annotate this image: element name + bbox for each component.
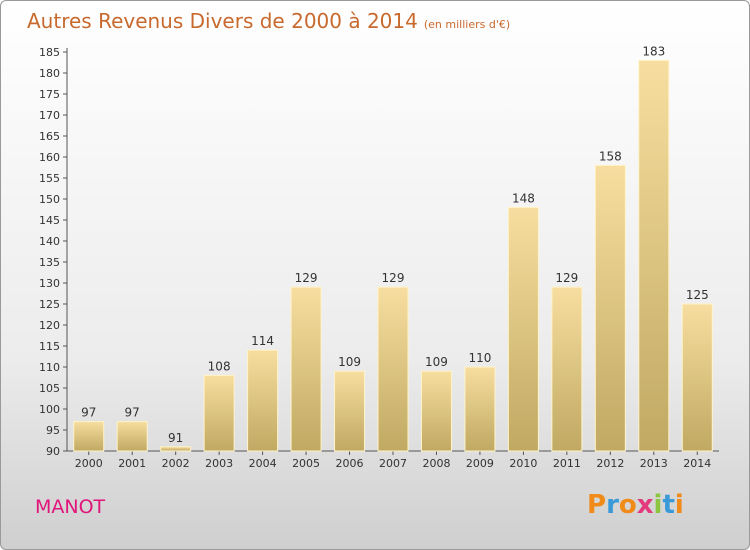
value-label: 110: [468, 351, 491, 365]
x-tick-label: 2002: [162, 457, 190, 470]
y-tick-label: 100: [39, 403, 60, 416]
x-tick-label: 2009: [466, 457, 494, 470]
logo-letter: i: [653, 490, 663, 520]
value-label: 129: [555, 271, 578, 285]
x-tick-label: 2004: [249, 457, 277, 470]
bar-2010: [507, 206, 539, 452]
y-tick-label: 155: [39, 172, 60, 185]
y-tick-label: 160: [39, 151, 60, 164]
x-tick-label: 2008: [422, 457, 450, 470]
proxiti-logo[interactable]: Proxiti: [587, 490, 684, 520]
value-label: 158: [599, 149, 622, 163]
bar-2007: [377, 286, 409, 452]
chart-title: Autres Revenus Divers de 2000 à 2014 (en …: [27, 9, 510, 33]
bar-2009: [464, 366, 496, 452]
logo-letter: x: [636, 490, 654, 520]
value-label: 109: [425, 355, 448, 369]
y-tick-label: 150: [39, 193, 60, 206]
value-labels: 97 97 91 108 114 129 109 129 109 110 148 129 158 183 1…: [81, 44, 709, 444]
location-name: MANOT: [35, 496, 106, 518]
value-label: 125: [686, 288, 709, 302]
y-tick-label: 95: [46, 424, 60, 437]
logo-letter: i: [674, 490, 684, 520]
y-tick-label: 110: [39, 361, 60, 374]
y-tick-label: 130: [39, 277, 60, 290]
x-tick-label: 2000: [75, 457, 103, 470]
x-tick-label: 2011: [553, 457, 581, 470]
x-tick-label: 2012: [596, 457, 624, 470]
bar-2011: [551, 286, 583, 452]
value-label: 97: [125, 406, 140, 420]
y-tick-label: 125: [39, 298, 60, 311]
bar-2006: [334, 370, 366, 452]
bar-2008: [420, 370, 452, 452]
axes: 90 95 100 105 110 115 120 125 130 135 140 145 150 155…: [39, 46, 719, 470]
chart-subtitle: (en milliers d'€): [423, 18, 511, 31]
y-tick-label: 135: [39, 256, 60, 269]
value-label: 97: [81, 406, 96, 420]
y-tick-label: 165: [39, 130, 60, 143]
y-tick-label: 140: [39, 235, 60, 248]
bar-2012: [594, 164, 626, 452]
value-label: 148: [512, 191, 535, 205]
bar-2003: [203, 374, 235, 452]
bar-2001: [116, 421, 148, 452]
x-tick-label: 2006: [336, 457, 364, 470]
bars: [73, 59, 713, 452]
x-tick-label: 2007: [379, 457, 407, 470]
bar-2004: [247, 349, 279, 452]
y-tick-label: 120: [39, 319, 60, 332]
value-label: 114: [251, 334, 274, 348]
bar-2005: [290, 286, 322, 452]
value-label: 108: [208, 359, 231, 373]
y-tick-label: 180: [39, 67, 60, 80]
bar-2014: [681, 303, 713, 452]
y-tick-label: 185: [39, 46, 60, 59]
chart-title-text: Autres Revenus Divers de 2000 à 2014: [27, 9, 418, 33]
y-tick-label: 145: [39, 214, 60, 227]
x-tick-label: 2001: [118, 457, 146, 470]
bar-2000: [73, 421, 105, 452]
value-label: 129: [295, 271, 318, 285]
value-label: 91: [168, 431, 183, 445]
y-tick-label: 115: [39, 340, 60, 353]
value-label: 109: [338, 355, 361, 369]
y-tick-label: 90: [46, 445, 60, 458]
x-tick-label: 2010: [509, 457, 537, 470]
x-tick-label: 2003: [205, 457, 233, 470]
logo-letter: P: [587, 490, 607, 520]
x-tick-label: 2014: [683, 457, 711, 470]
value-label: 183: [642, 44, 665, 58]
y-tick-label: 105: [39, 382, 60, 395]
logo-letter: t: [662, 490, 675, 520]
logo-letter: o: [618, 490, 637, 520]
bar-2002: [160, 446, 192, 452]
x-tick-label: 2005: [292, 457, 320, 470]
logo-letter: r: [606, 490, 619, 520]
bar-2013: [638, 59, 670, 452]
y-tick-label: 170: [39, 109, 60, 122]
y-tick-label: 175: [39, 88, 60, 101]
value-label: 129: [382, 271, 405, 285]
x-tick-label: 2013: [640, 457, 668, 470]
